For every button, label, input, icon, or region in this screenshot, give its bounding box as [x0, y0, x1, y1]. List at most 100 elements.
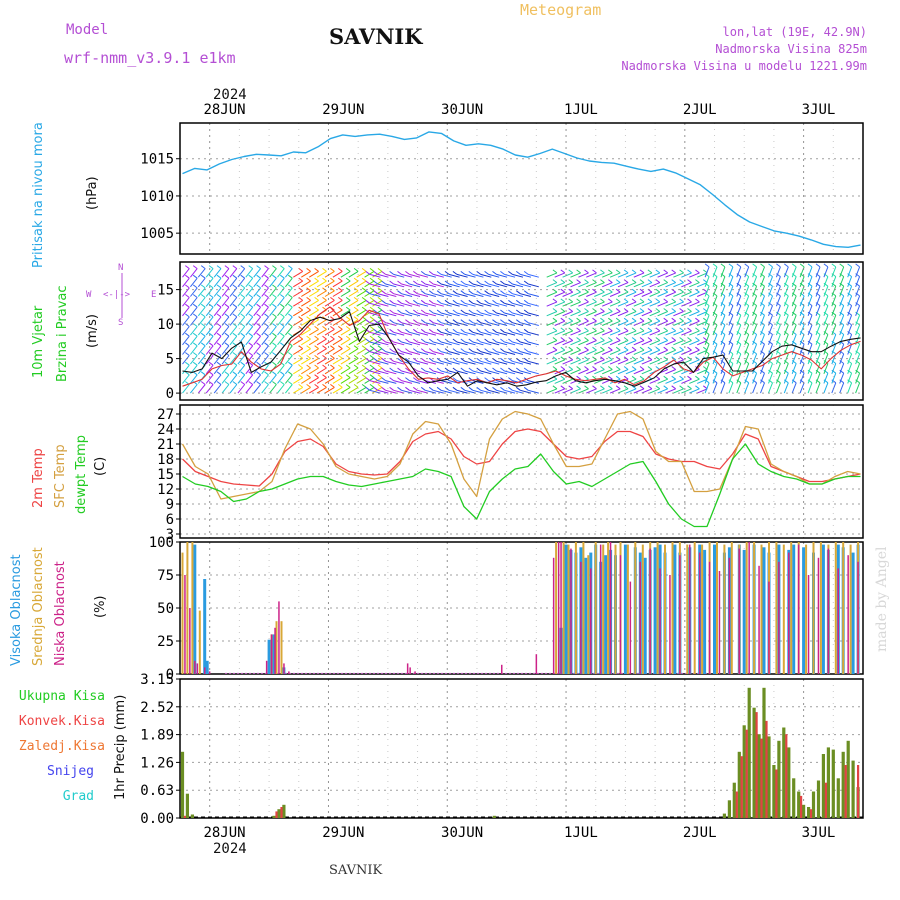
wind-barb-flag: [314, 277, 319, 282]
wind-barb-flag: [232, 265, 238, 270]
wind-barb-flag: [783, 292, 789, 297]
wind-barb-flag: [515, 299, 521, 304]
wind-barb: [681, 320, 692, 326]
wind-barb-flag: [484, 319, 489, 324]
wind-barb-flag: [639, 308, 645, 312]
wind-barb: [720, 286, 726, 297]
wind-barb-flag: [476, 357, 482, 362]
wind-barb: [237, 268, 246, 278]
wind-barb: [554, 378, 565, 384]
wind-barb: [736, 295, 742, 307]
svg-text:W: W: [86, 290, 92, 300]
wind-barb-flag: [576, 269, 581, 274]
wind-barb: [855, 344, 861, 355]
wind-barb-flag: [823, 273, 829, 278]
total-precip-bar: [851, 760, 855, 818]
wind-barb: [237, 355, 246, 365]
wind-barb-flag: [639, 288, 645, 293]
wind-barb-flag: [768, 273, 773, 278]
wind-barb-flag: [365, 348, 371, 353]
wind-barb-flag: [330, 316, 335, 321]
wind-barb-flag: [736, 311, 742, 316]
elevation-text: Nadmorska Visina 825m: [715, 42, 867, 56]
mid-cloud-bar: [181, 552, 184, 674]
wind-barb-flag: [776, 282, 781, 287]
wind-barb: [213, 345, 222, 355]
wind-barb: [775, 382, 781, 394]
wind-barb: [401, 283, 413, 288]
wind-barb-flag: [365, 338, 371, 343]
wind-barb: [417, 351, 429, 355]
wind-barb-flag: [728, 311, 734, 316]
wind-barb-flag: [345, 325, 351, 330]
wind-barb-flag: [515, 309, 521, 314]
wind-barb-flag: [452, 290, 458, 295]
wind-barb-flag: [831, 379, 837, 384]
wind-barb-flag: [671, 327, 677, 332]
wind-barb-flag: [855, 360, 860, 364]
wind-barb-flag: [444, 280, 450, 285]
wind-barb: [316, 319, 327, 326]
wind-barb: [417, 331, 429, 336]
wind-barb: [570, 311, 581, 317]
day-label-bottom: 2JUL: [683, 825, 717, 841]
wind-barb-flag: [631, 327, 637, 332]
wind-barb-flag: [306, 364, 311, 369]
wind-barb-flag: [337, 267, 343, 272]
wind-barb: [847, 324, 853, 336]
wind-barb: [799, 305, 805, 316]
wind-barb: [480, 293, 492, 297]
wind-barb-flag: [345, 383, 351, 388]
wind-barb: [369, 341, 381, 346]
wind-barb: [689, 282, 700, 288]
wind-barb-flag: [353, 345, 359, 350]
wind-barb-flag: [322, 325, 327, 330]
wind-barb: [496, 302, 508, 307]
wind-barb-flag: [576, 337, 581, 341]
wind-barb-flag: [744, 331, 750, 335]
panel-frame: [179, 404, 864, 539]
wind-barb-flag: [484, 357, 489, 362]
wind-barb: [528, 351, 539, 355]
wind-barb-flag: [631, 317, 637, 322]
wind-barb: [815, 363, 821, 374]
wind-barb-flag: [744, 340, 750, 345]
wind-barb: [456, 283, 468, 288]
wind-barb-flag: [776, 360, 781, 364]
wind-barb: [464, 302, 476, 307]
y-tick-label: 6: [166, 512, 174, 528]
wind-barb: [488, 312, 500, 317]
wind-barb-flag: [200, 265, 206, 270]
wind-barb-flag: [365, 299, 371, 304]
wind-barb-flag: [428, 280, 434, 285]
wind-barb: [775, 334, 781, 345]
model-elevation-text: Nadmorska Visina u modelu 1221.99m: [621, 59, 867, 73]
wind-barb: [609, 349, 621, 355]
wind-barb: [728, 324, 734, 336]
wind-barb-flag: [815, 292, 821, 297]
wind-barb: [356, 280, 367, 288]
wind-barb-flag: [381, 299, 386, 304]
wind-barb: [190, 374, 198, 384]
wind-barb: [673, 272, 684, 278]
wind-barb-flag: [444, 299, 450, 304]
wind-barb-flag: [185, 303, 190, 308]
wind-barb-flag: [704, 379, 710, 384]
wind-barb-flag: [306, 335, 311, 340]
wind-barb-flag: [671, 279, 677, 284]
wind-barb: [823, 363, 829, 374]
wind-barb-flag: [831, 302, 837, 307]
wind-barb-flag: [679, 317, 684, 322]
total-precip-bar: [782, 727, 786, 818]
panel-frame: [179, 122, 864, 255]
wind-barb-flag: [560, 327, 566, 332]
wind-barb: [760, 276, 765, 287]
wind-barb: [775, 324, 781, 336]
wind-barb: [768, 344, 773, 355]
y-tick-label: 25: [157, 634, 174, 650]
wind-barb: [594, 301, 605, 307]
wind-barb-flag: [712, 331, 718, 335]
wind-barb-flag: [623, 356, 629, 361]
wind-barb: [496, 283, 508, 288]
mid-cloud-bar: [641, 544, 644, 674]
